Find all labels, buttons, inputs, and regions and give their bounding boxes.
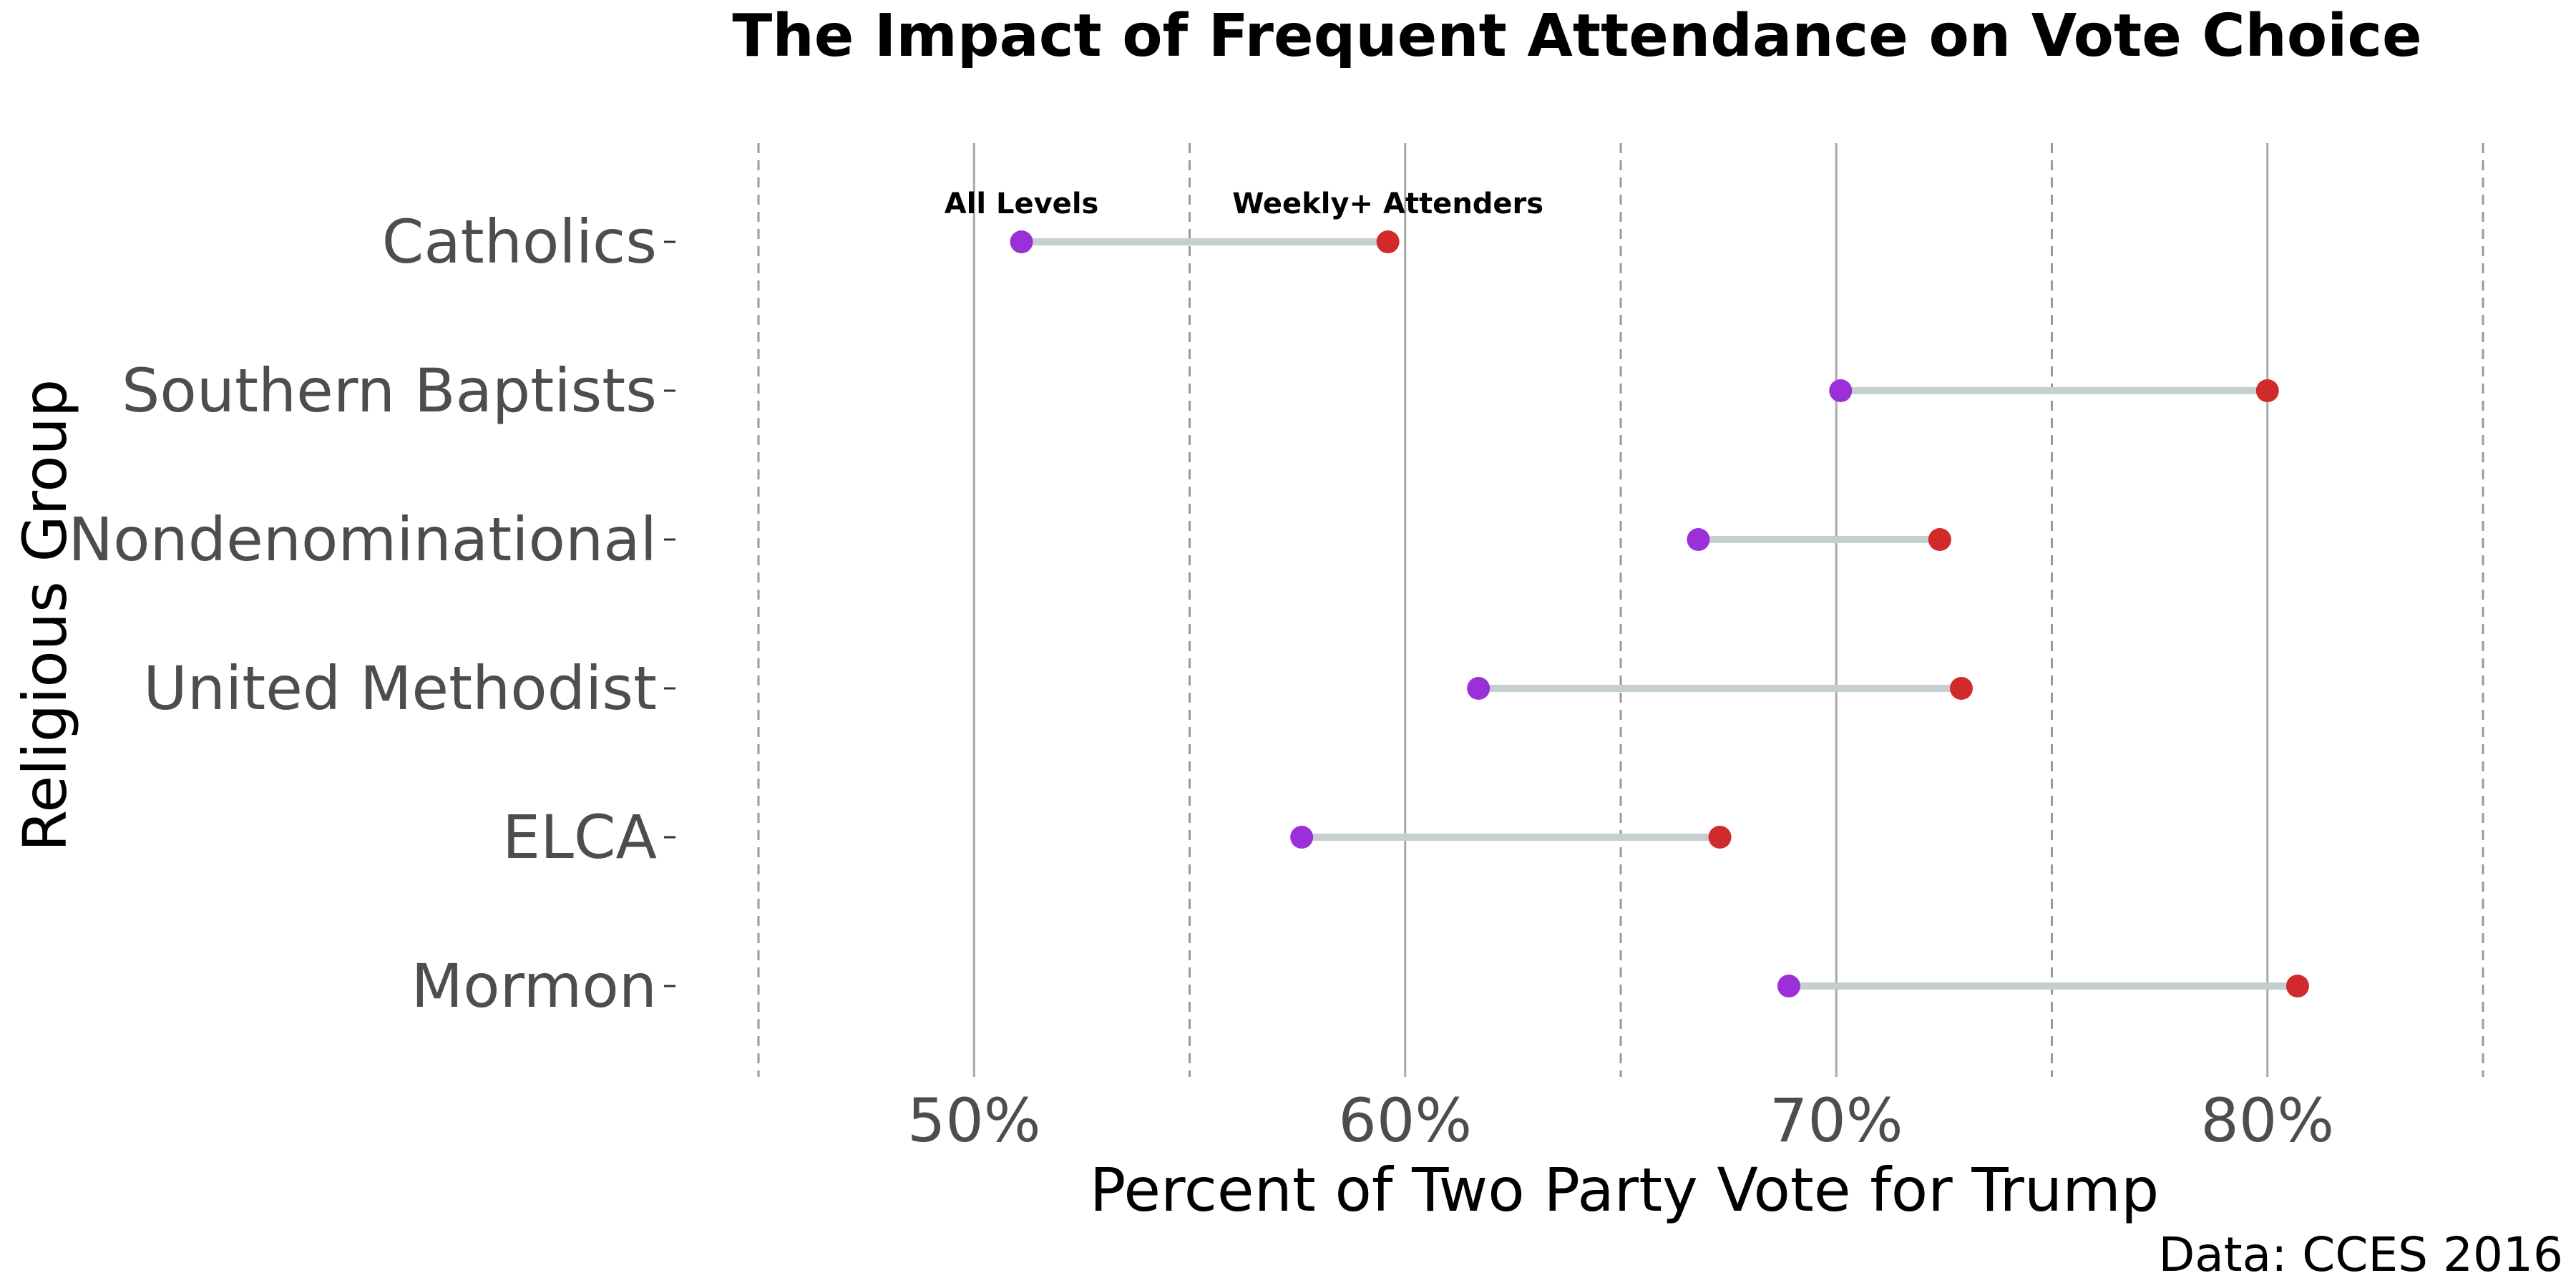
category-label-4: ELCA: [502, 802, 657, 872]
point-weekly-1: [2255, 379, 2279, 402]
chart-title: The Impact of Frequent Attendance on Vot…: [732, 2, 2421, 70]
point-all-levels-1: [1829, 379, 1853, 402]
x-tick-label-3: 80%: [2200, 1085, 2334, 1156]
point-all-levels-4: [1290, 826, 1314, 849]
annotation-label-0: All Levels: [945, 187, 1099, 220]
point-weekly-2: [1928, 528, 1951, 551]
point-all-levels-3: [1467, 677, 1491, 700]
connector-layer: [1021, 238, 2298, 990]
point-weekly-0: [1376, 230, 1400, 253]
point-weekly-5: [2285, 975, 2309, 997]
point-layer: [1010, 230, 2309, 997]
x-axis: 50% 60% 70% 80%: [907, 1085, 2334, 1156]
point-weekly-3: [1949, 677, 1973, 700]
data-source-caption: Data: CCES 2016: [2158, 1227, 2563, 1282]
annotation-label-1: Weekly+ Attenders: [1232, 187, 1543, 220]
x-axis-title: Percent of Two Party Vote for Trump: [1090, 1155, 2160, 1225]
point-all-levels-5: [1777, 975, 1800, 997]
x-tick-label-0: 50%: [907, 1085, 1041, 1156]
category-label-2: Nondenominational: [68, 504, 657, 575]
y-axis: Catholics Southern Baptists Nondenominatio…: [68, 207, 675, 1021]
grid-layer: [757, 143, 2484, 1077]
category-label-1: Southern Baptists: [122, 356, 657, 426]
annotation-layer: All Levels Weekly+ Attenders: [945, 187, 1543, 220]
point-all-levels-0: [1010, 230, 1033, 253]
y-axis-title: Religious Group: [10, 379, 80, 852]
point-weekly-4: [1708, 826, 1732, 849]
category-label-5: Mormon: [411, 951, 657, 1021]
category-label-0: Catholics: [382, 207, 657, 277]
point-all-levels-2: [1687, 528, 1710, 551]
category-label-3: United Methodist: [143, 653, 657, 723]
x-tick-label-2: 70%: [1770, 1085, 1903, 1156]
x-tick-label-1: 60%: [1338, 1085, 1472, 1156]
